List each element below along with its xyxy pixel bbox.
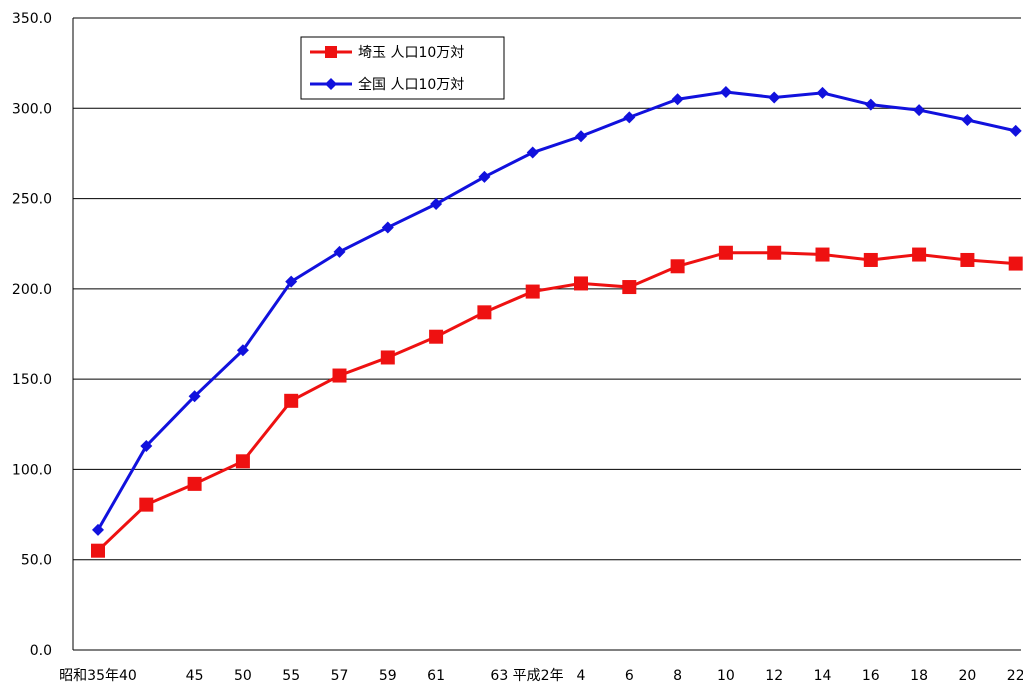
x-tick-label: 4 <box>577 668 586 684</box>
data-point-zenkoku <box>719 86 732 99</box>
data-point-saitama <box>622 280 637 295</box>
data-point-saitama <box>91 543 105 558</box>
series-line-0 <box>96 251 1016 552</box>
legend-marker-zenkoku <box>325 78 337 90</box>
data-point-saitama <box>235 454 250 469</box>
data-point-zenkoku <box>913 104 926 117</box>
x-tick-label: 6 <box>625 668 634 684</box>
data-point-zenkoku <box>478 170 491 183</box>
legend-box <box>300 36 505 100</box>
y-axis-ticks: 0.0 50.0 100.0 150.0 200.0 250.0 300.0 350.0 <box>12 11 52 659</box>
data-point-zenkoku <box>768 91 781 104</box>
data-point-zenkoku <box>623 111 636 124</box>
y-tick-label: 350.0 <box>12 11 52 27</box>
x-tick-label: 61 <box>427 668 445 684</box>
data-point-zenkoku <box>333 245 346 258</box>
legend: 埼玉 人口10万対 全国 人口10万対 <box>300 36 505 100</box>
data-point-saitama <box>574 276 588 291</box>
data-point-saitama <box>525 284 540 299</box>
data-point-saitama <box>429 329 444 344</box>
data-point-saitama <box>863 252 878 267</box>
data-point-saitama <box>139 497 154 512</box>
x-tick-label: 63 平成2年 <box>490 668 563 684</box>
data-point-saitama <box>477 305 492 320</box>
data-point-zenkoku <box>381 221 394 234</box>
y-tick-label: 100.0 <box>12 462 52 478</box>
data-point-saitama <box>670 259 685 274</box>
x-tick-label: 18 <box>910 668 928 684</box>
y-tick-label: 200.0 <box>12 282 52 298</box>
gridlines <box>73 17 1021 561</box>
x-axis-ticks: 昭和35年40 45 50 55 57 59 61 63 平成2年 4 6 8 10 12 14 16 18 2… <box>59 668 1023 684</box>
data-point-saitama <box>718 245 733 260</box>
data-point-zenkoku <box>430 197 443 210</box>
axes <box>72 18 1021 651</box>
y-tick-label: 250.0 <box>12 192 52 208</box>
x-tick-label: 8 <box>673 668 682 684</box>
data-point-saitama <box>380 350 395 365</box>
y-tick-label: 300.0 <box>12 101 52 117</box>
legend-entry-zenkoku: 全国 人口10万対 <box>310 76 464 93</box>
data-point-saitama <box>767 245 782 260</box>
data-point-zenkoku <box>188 390 201 403</box>
x-tick-label: 20 <box>958 668 976 684</box>
x-tick-label: 55 <box>282 668 300 684</box>
x-tick-label: 59 <box>379 668 397 684</box>
x-tick-label: 45 <box>186 668 204 684</box>
data-point-zenkoku <box>864 98 877 111</box>
data-point-zenkoku <box>961 114 974 127</box>
x-tick-label: 12 <box>765 668 783 684</box>
data-point-zenkoku <box>92 523 104 536</box>
x-tick-label: 22 <box>1007 668 1023 684</box>
data-point-zenkoku <box>816 86 829 99</box>
y-tick-label: 50.0 <box>21 553 52 569</box>
data-point-saitama <box>815 247 830 262</box>
y-tick-label: 0.0 <box>30 643 52 659</box>
data-point-zenkoku <box>140 439 153 452</box>
series-layer <box>91 86 1023 558</box>
legend-marker-saitama <box>325 46 337 58</box>
data-point-saitama <box>332 368 347 383</box>
data-point-zenkoku <box>285 275 298 288</box>
x-tick-label: 16 <box>862 668 880 684</box>
data-point-saitama <box>187 476 202 491</box>
series-line-1 <box>96 90 1017 531</box>
data-point-zenkoku <box>671 93 684 106</box>
data-point-zenkoku <box>575 130 587 143</box>
legend-label-saitama: 埼玉 人口10万対 <box>358 45 464 61</box>
legend-entry-saitama: 埼玉 人口10万対 <box>310 45 464 61</box>
data-point-saitama <box>960 252 975 267</box>
data-point-saitama <box>912 247 927 262</box>
x-tick-label: 10 <box>717 668 735 684</box>
x-tick-label: 14 <box>814 668 832 684</box>
data-point-zenkoku <box>526 146 539 159</box>
data-point-saitama <box>284 393 299 408</box>
x-tick-label: 昭和35年40 <box>59 668 137 684</box>
data-point-zenkoku <box>236 344 249 357</box>
data-point-saitama <box>1008 256 1023 271</box>
data-point-zenkoku <box>1009 124 1022 137</box>
y-tick-label: 150.0 <box>12 372 52 388</box>
legend-label-zenkoku: 全国 人口10万対 <box>358 76 464 93</box>
x-tick-label: 50 <box>234 668 252 684</box>
x-tick-label: 57 <box>331 668 349 684</box>
